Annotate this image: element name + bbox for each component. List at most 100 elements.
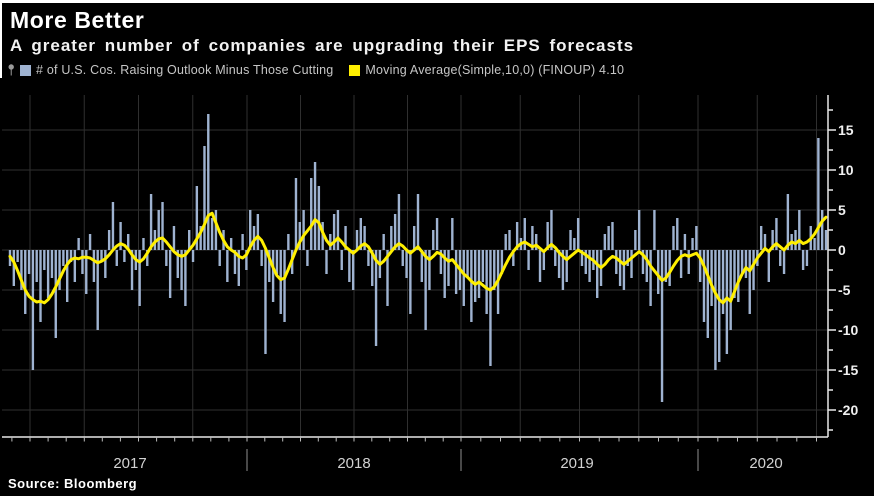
bar bbox=[107, 230, 111, 250]
bar bbox=[138, 250, 141, 306]
bar bbox=[691, 238, 694, 250]
bar bbox=[62, 250, 65, 266]
y-axis-tick-label: -5 bbox=[838, 282, 851, 298]
bar bbox=[184, 250, 187, 306]
pin-icon bbox=[8, 63, 14, 75]
bar bbox=[321, 222, 324, 250]
bar bbox=[161, 202, 164, 250]
bar bbox=[393, 214, 397, 250]
bar bbox=[46, 250, 50, 298]
bar bbox=[416, 194, 420, 250]
bar bbox=[653, 210, 656, 250]
bar bbox=[695, 226, 698, 250]
bar bbox=[81, 250, 84, 274]
bar bbox=[188, 230, 191, 250]
bar bbox=[88, 234, 92, 250]
bar bbox=[268, 250, 271, 282]
bar bbox=[698, 250, 702, 282]
bar bbox=[611, 222, 614, 250]
bar bbox=[748, 250, 751, 314]
bar bbox=[435, 218, 439, 250]
bar bbox=[710, 250, 713, 306]
bar bbox=[637, 210, 641, 250]
bar bbox=[573, 238, 576, 250]
bar bbox=[588, 250, 591, 282]
bar bbox=[515, 222, 519, 250]
bar bbox=[683, 234, 687, 250]
bar bbox=[294, 178, 298, 250]
y-axis-tick-label: 10 bbox=[838, 162, 854, 178]
bar bbox=[615, 250, 618, 274]
bar bbox=[283, 250, 286, 322]
bar bbox=[298, 222, 301, 250]
bar bbox=[660, 250, 664, 402]
bar bbox=[554, 250, 557, 266]
bar bbox=[279, 250, 282, 314]
bar bbox=[241, 234, 244, 250]
bar bbox=[371, 250, 374, 286]
bar bbox=[664, 250, 668, 282]
bar bbox=[718, 250, 721, 362]
bar bbox=[390, 226, 393, 250]
bar bbox=[359, 218, 362, 250]
bar bbox=[763, 234, 767, 250]
bar bbox=[43, 250, 46, 270]
y-axis-tick-label: -20 bbox=[838, 402, 858, 418]
bar bbox=[31, 250, 35, 370]
bar bbox=[451, 218, 454, 250]
bar bbox=[374, 250, 378, 346]
bar bbox=[245, 250, 248, 270]
legend-label-bar-series: # of U.S. Cos. Raising Outlook Minus Tho… bbox=[36, 63, 334, 77]
bar bbox=[794, 230, 797, 250]
bar bbox=[146, 250, 149, 266]
bar bbox=[39, 250, 42, 322]
bar bbox=[58, 250, 61, 290]
bar bbox=[191, 250, 195, 262]
bar bbox=[744, 250, 748, 278]
bar bbox=[153, 230, 157, 250]
bar bbox=[210, 218, 214, 250]
bar bbox=[801, 250, 805, 270]
x-year-label: 2019 bbox=[560, 455, 593, 472]
bar bbox=[779, 250, 782, 266]
bar bbox=[622, 250, 626, 290]
bar bbox=[782, 250, 786, 274]
bar bbox=[344, 226, 347, 250]
bar bbox=[729, 250, 732, 330]
bar bbox=[645, 250, 648, 282]
bar bbox=[111, 202, 115, 250]
line-series-swatch-icon bbox=[349, 64, 361, 76]
bar bbox=[657, 250, 660, 294]
x-year-label: 2017 bbox=[113, 455, 146, 472]
bar bbox=[92, 250, 96, 282]
bar bbox=[275, 250, 279, 274]
bar bbox=[165, 250, 168, 266]
bar bbox=[443, 250, 446, 298]
bar bbox=[462, 250, 465, 306]
bar bbox=[618, 250, 622, 286]
bar bbox=[96, 250, 99, 330]
bar bbox=[24, 250, 27, 314]
bar bbox=[523, 218, 526, 250]
bar bbox=[786, 194, 790, 250]
y-axis-tick-label: 15 bbox=[838, 122, 854, 138]
y-axis-tick-label: 0 bbox=[838, 242, 846, 258]
bar bbox=[542, 250, 546, 270]
bar bbox=[508, 230, 511, 250]
bar bbox=[310, 178, 313, 250]
bar bbox=[351, 250, 355, 290]
bar bbox=[237, 250, 240, 286]
bar bbox=[489, 250, 492, 366]
bar bbox=[561, 250, 565, 290]
source-label: Source: Bloomberg bbox=[8, 476, 138, 491]
bar bbox=[580, 250, 584, 266]
bar bbox=[149, 194, 153, 250]
bar bbox=[249, 210, 252, 250]
bar bbox=[424, 250, 427, 330]
bar bbox=[767, 250, 770, 282]
bar bbox=[271, 250, 275, 302]
x-year-label: 2020 bbox=[749, 455, 782, 472]
bar bbox=[538, 250, 542, 282]
